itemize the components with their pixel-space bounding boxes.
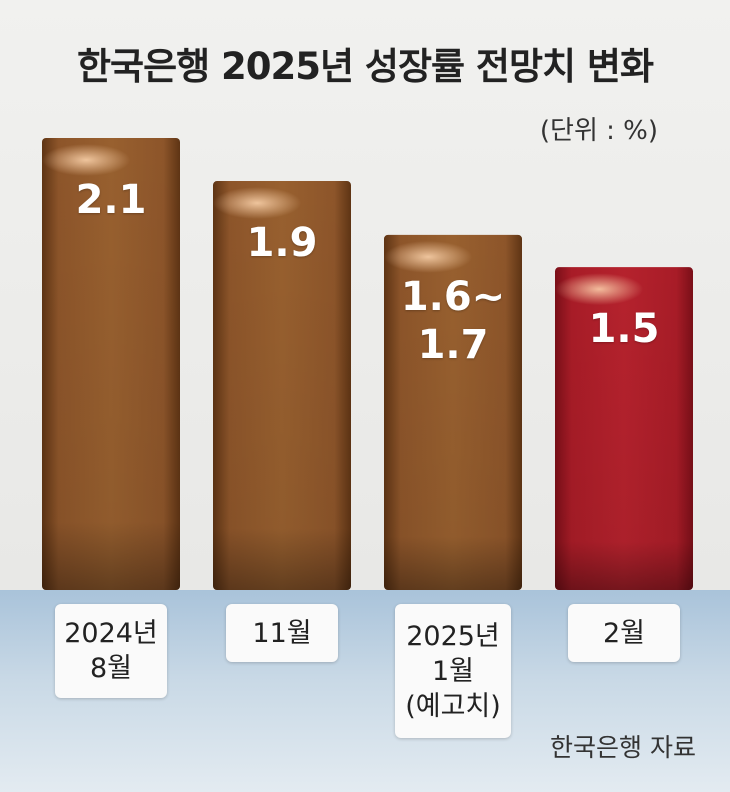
bar-value-label: 1.9	[246, 220, 318, 267]
chart-title: 한국은행 2025년 성장률 전망치 변화	[76, 45, 654, 88]
bar-value-label: 1.6~ 1.7	[400, 273, 506, 368]
bar-value-label: 2.1	[75, 177, 147, 223]
bar-value-label: 1.5	[588, 306, 660, 353]
category-label: 2024년 8월	[55, 604, 167, 698]
bar-1	[42, 138, 180, 590]
category-label: 2025년 1월 (예고치)	[395, 604, 511, 738]
bar-2	[213, 181, 351, 591]
bar-3	[384, 234, 522, 590]
category-label: 11월	[226, 604, 338, 662]
bar-chart	[42, 138, 693, 591]
source-note: 한국은행 자료	[550, 733, 696, 762]
unit-label: (단위 : %)	[539, 116, 658, 146]
category-label: 2월	[568, 604, 680, 662]
bar-4	[555, 267, 693, 590]
